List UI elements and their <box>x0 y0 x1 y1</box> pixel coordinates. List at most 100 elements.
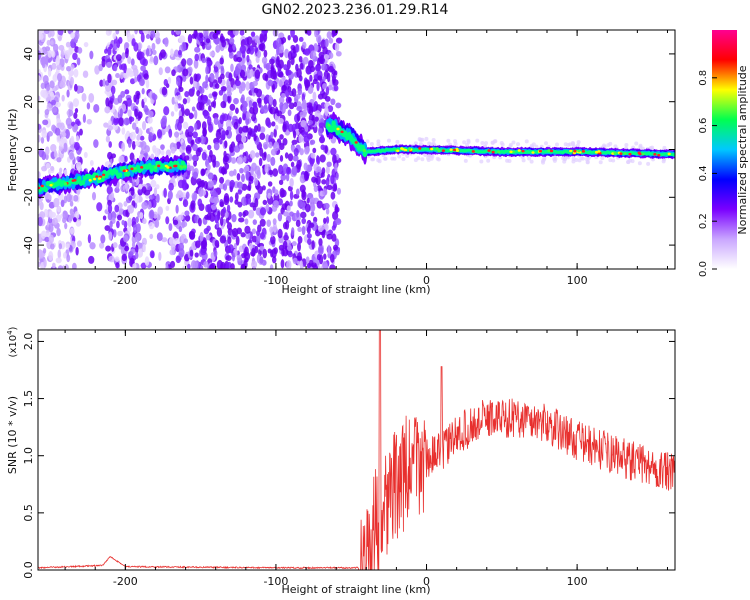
spectrogram-cell <box>208 93 213 99</box>
spectrogram-cell <box>335 37 343 44</box>
spectrogram-cell <box>47 67 52 77</box>
spectrogram-cell <box>236 156 243 165</box>
spectrogram-cell <box>279 154 284 162</box>
spectrogram-cell <box>185 144 192 154</box>
snr-series-line <box>38 330 675 570</box>
spectrogram-cell <box>41 129 48 139</box>
spectrogram-cell <box>268 141 273 149</box>
spectrogram-cell <box>271 204 278 212</box>
spectrogram-cell <box>511 140 516 145</box>
spectrogram-cell <box>284 89 290 98</box>
spectrogram-cell <box>262 141 269 150</box>
spectrogram-cell <box>191 154 198 162</box>
spectrogram-ridge-core <box>491 150 495 154</box>
spectrogram-cell <box>326 161 332 168</box>
spectrogram-cell <box>562 159 567 164</box>
spectrogram-cell <box>242 125 248 133</box>
spectrogram-cell <box>296 209 300 218</box>
spectrogram-cell <box>187 263 191 269</box>
spectrogram-cell <box>287 153 294 162</box>
snr-y-tick-label: 0.0 <box>22 561 35 579</box>
spectrogram-cell <box>181 41 187 52</box>
spectrogram-cell <box>216 227 223 237</box>
spectrogram-cell <box>243 106 247 113</box>
spectrogram-cell <box>204 214 210 220</box>
spectrogram-cell <box>276 55 280 62</box>
spectrogram-cell <box>148 131 154 141</box>
spectrogram-cell <box>190 202 195 211</box>
spectrogram-ridge-core <box>497 150 501 154</box>
spectrogram-cell <box>383 156 388 161</box>
spectrogram-cell <box>286 259 292 269</box>
spectrogram-cell <box>316 166 322 173</box>
spectrogram-cell <box>182 68 189 77</box>
spectrogram-cell <box>313 185 319 193</box>
spectrogram-ridge-core <box>435 147 439 150</box>
spectrogram-cell <box>76 156 80 162</box>
spectrogram-cell <box>174 131 180 138</box>
spectrogram-cell <box>130 58 135 66</box>
spectrogram-cell <box>299 148 304 156</box>
spectrogram-cell <box>171 69 176 77</box>
spectrogram-cell <box>335 50 342 57</box>
spectrogram-cell <box>41 165 48 172</box>
spectrogram-cell <box>141 88 145 95</box>
spectrogram-cell <box>93 103 100 113</box>
spectrogram-cell <box>279 187 285 198</box>
spectrogram-cell <box>160 149 165 156</box>
spectrogram-cell <box>181 58 187 67</box>
spectrogram-cell <box>331 233 337 242</box>
spectrogram-cell <box>171 96 175 105</box>
spectrogram-cell <box>40 136 45 144</box>
spectrogram-cell <box>88 255 95 264</box>
spectrogram-cell <box>241 100 248 108</box>
spectrogram-cell <box>149 209 155 219</box>
spectrogram-cell <box>38 33 44 40</box>
spectrogram-cell <box>252 101 258 109</box>
spectrogram-cell <box>254 178 259 187</box>
spectrogram-cell <box>42 119 49 126</box>
spectrogram-cell <box>269 106 276 115</box>
spectrogram-cell <box>102 215 107 221</box>
spectrogram-cell <box>446 138 451 143</box>
spectrogram-cell <box>79 128 83 136</box>
spectrogram-cell <box>131 241 136 248</box>
spectrogram-ridge-core <box>101 175 106 179</box>
spectrogram-cell <box>233 121 239 130</box>
spectrogram-cell <box>311 176 317 183</box>
spectrogram-cell <box>598 160 603 165</box>
spectrogram-cell <box>534 144 539 149</box>
spectrogram-y-tick-label: -40 <box>22 236 35 254</box>
spectrogram-cell <box>323 217 327 224</box>
spectrogram-cell <box>46 84 51 92</box>
spectrogram-cell <box>153 187 158 197</box>
spectrogram-cell <box>207 144 212 151</box>
spectrogram-cell <box>203 261 209 268</box>
spectrogram-cell <box>69 227 75 235</box>
spectrogram-cell <box>76 57 81 66</box>
spectrogram-ridge-core <box>597 150 601 153</box>
spectrogram-cell <box>219 176 225 184</box>
spectrogram-cell <box>123 117 130 126</box>
spectrogram-cell <box>206 163 211 171</box>
spectrogram-cell <box>322 188 328 196</box>
spectrogram-cell <box>127 56 132 64</box>
snr-y-scale-base: (x10 <box>8 335 19 358</box>
spectrogram-cell <box>376 139 381 144</box>
spectrogram-cell <box>136 134 141 141</box>
spectrogram-cell <box>138 51 145 59</box>
spectrogram-cell <box>69 152 75 160</box>
spectrogram-cell <box>139 135 145 141</box>
spectrogram-cell <box>420 137 425 142</box>
spectrogram-cell <box>115 30 120 35</box>
snr-x-tick-label: 100 <box>567 575 588 588</box>
spectrogram-cell <box>130 186 135 196</box>
spectrogram-cell <box>112 32 117 40</box>
spectrogram-cell <box>234 79 241 87</box>
spectrogram-cell <box>139 212 144 219</box>
spectrogram-cell <box>198 87 205 94</box>
spectrogram-cell <box>134 251 139 260</box>
spectrogram-cell <box>233 145 241 153</box>
spectrogram-cell <box>87 233 92 244</box>
spectrogram-cell <box>138 183 143 190</box>
